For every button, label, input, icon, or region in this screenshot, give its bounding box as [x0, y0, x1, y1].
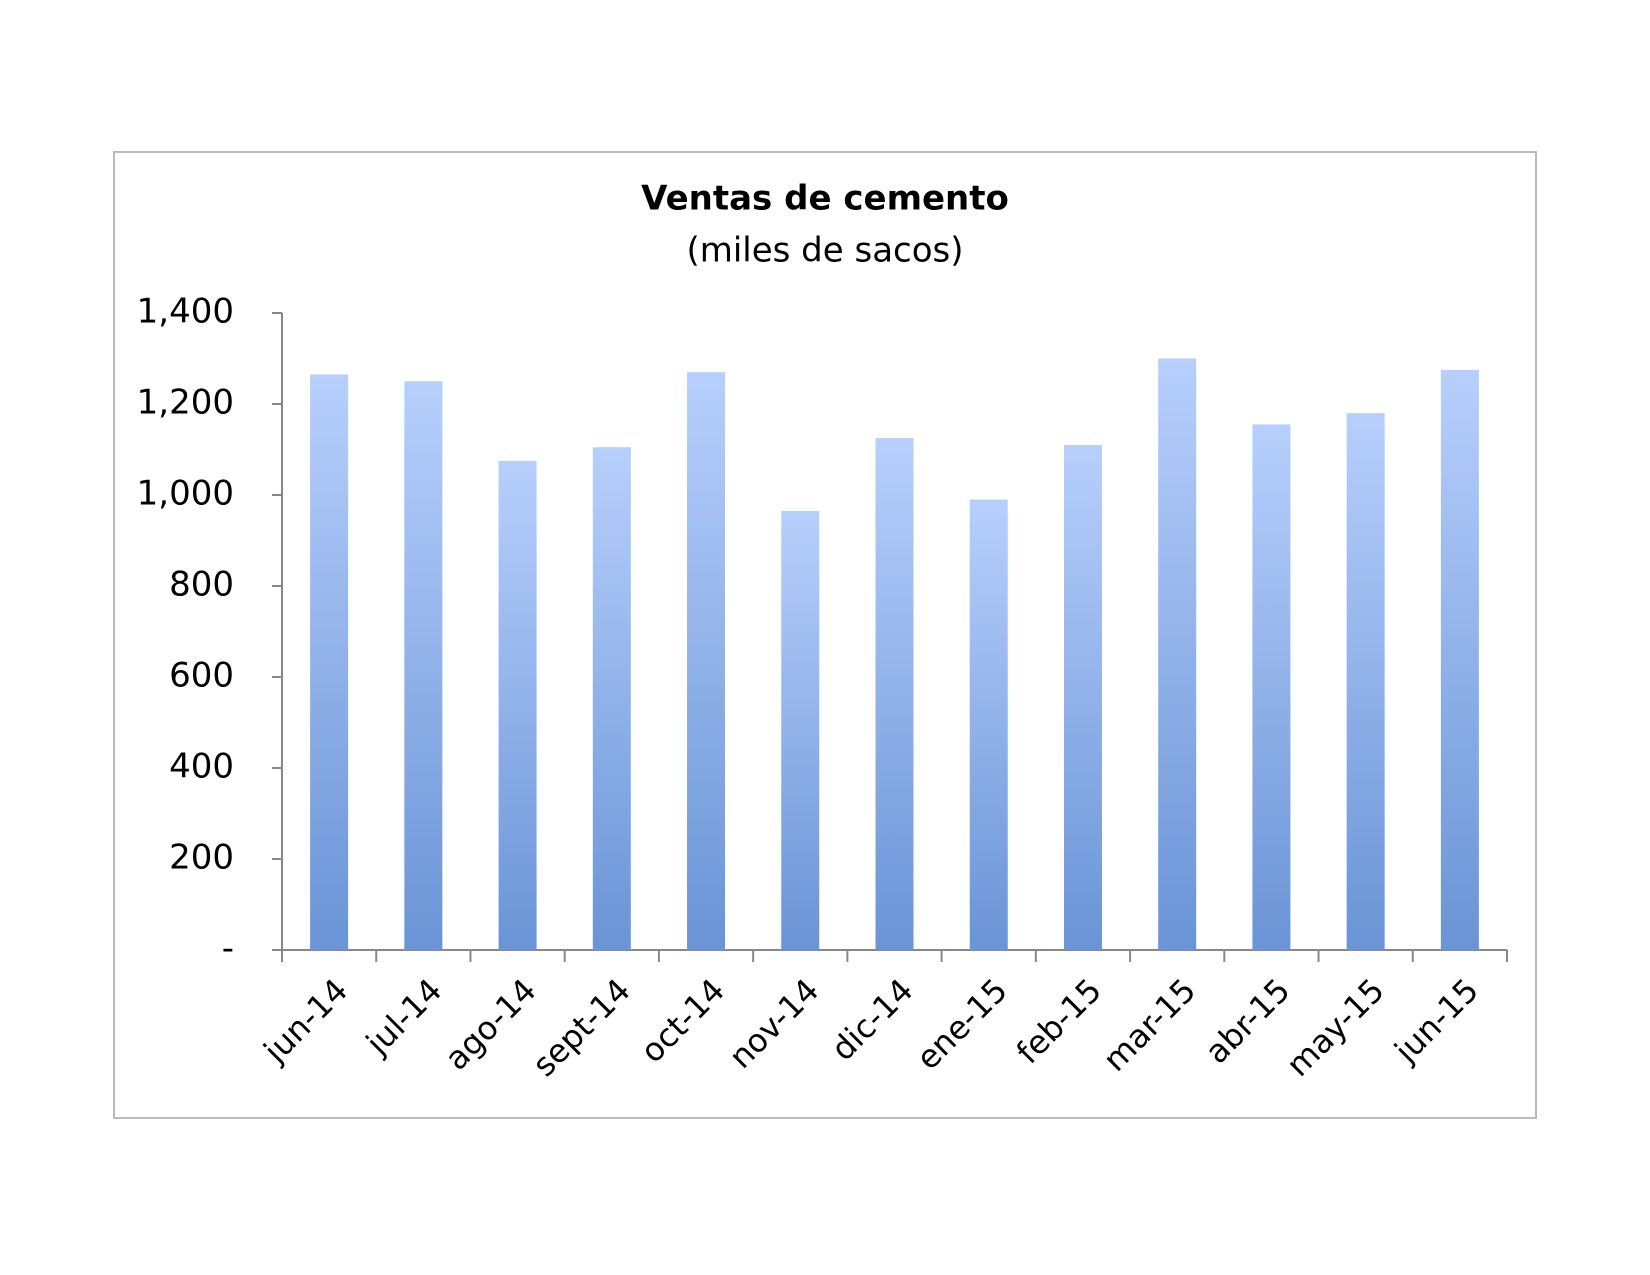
chart-title: Ventas de cemento	[641, 179, 1009, 219]
bar	[969, 499, 1008, 950]
y-tick-label: 400	[169, 747, 234, 787]
bar	[498, 460, 537, 950]
y-tick-label: 800	[169, 565, 234, 605]
bar	[687, 372, 726, 950]
bar	[310, 374, 349, 950]
bar	[592, 447, 631, 950]
bar	[1346, 413, 1385, 951]
chart-subtitle: (miles de sacos)	[686, 231, 963, 271]
y-tick-label: 1,400	[137, 292, 234, 332]
y-tick-label: -	[222, 929, 234, 969]
bar	[1440, 369, 1479, 950]
y-tick-label: 1,200	[137, 383, 234, 423]
bar	[781, 510, 820, 950]
y-tick-label: 1,000	[137, 474, 234, 514]
bar	[1252, 424, 1291, 951]
bar	[1063, 444, 1102, 950]
chart-frame	[113, 151, 1537, 1119]
bar	[404, 381, 443, 950]
y-tick-label: 200	[169, 838, 234, 878]
y-tick-label: 600	[169, 656, 234, 696]
bar	[1158, 358, 1197, 950]
bar	[875, 438, 914, 950]
